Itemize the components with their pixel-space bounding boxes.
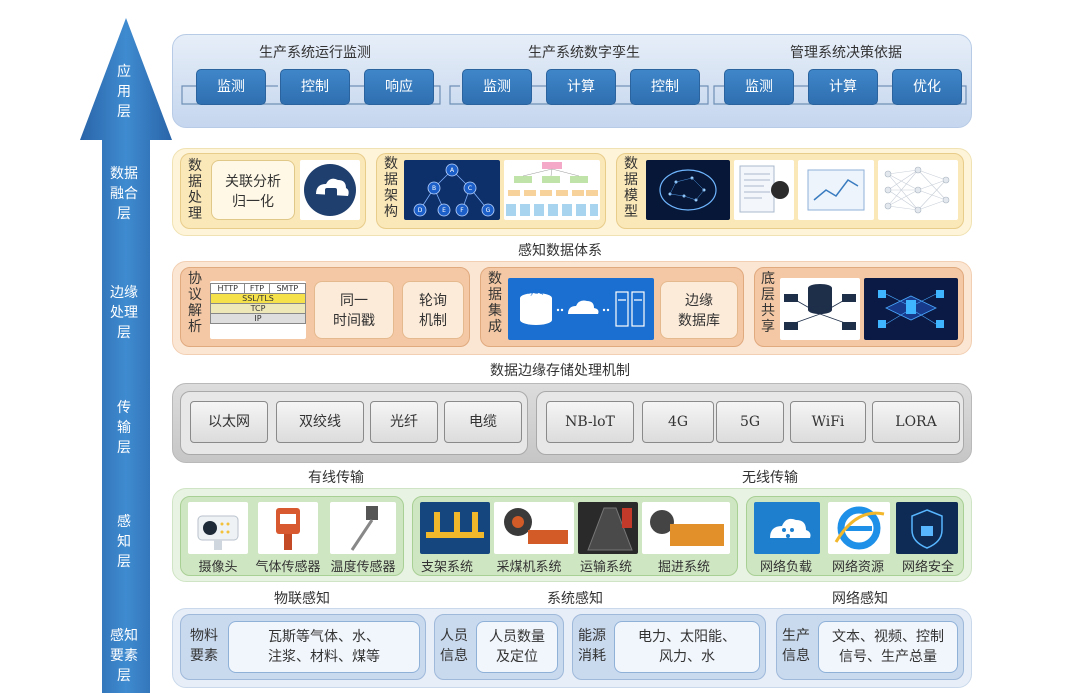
network-resource-label: 网络资源 <box>831 560 884 575</box>
monitor-button[interactable]: 监测 <box>196 69 266 105</box>
protocol-http: HTTP <box>210 283 246 294</box>
camera-label: 摄像头 <box>198 560 238 575</box>
iot-sensing-caption: 物联感知 <box>274 591 330 607</box>
4g-item: 4G <box>642 401 714 443</box>
level-label-edge: 边缘 处理层 <box>110 285 138 341</box>
monitor-button[interactable]: 监测 <box>724 69 794 105</box>
twisted-pair-item: 双绞线 <box>276 401 364 443</box>
protocol-ssl: SSL/TLS <box>210 293 306 304</box>
data-integration-label: 数据集成 <box>488 271 502 335</box>
mysql-cloud-server-image: MySQL <box>508 278 654 340</box>
nb-iot-item: NB-loT <box>546 401 634 443</box>
lora-item: LORA <box>872 401 960 443</box>
tree-node-a: A <box>450 167 455 174</box>
tree-node-e: E <box>442 207 446 214</box>
material-elements-box: 瓦斯等气体、水、 注浆、材料、煤等 <box>228 621 420 673</box>
correlation-normalization-box: 关联分析 归一化 <box>211 160 295 220</box>
cloud-database-icon <box>300 160 360 220</box>
same-timestamp-box: 同一 时间戳 <box>314 281 394 339</box>
tree-node-c: C <box>468 185 472 192</box>
5g-item: 5G <box>716 401 784 443</box>
internet-explorer-icon <box>828 502 890 554</box>
control-button[interactable]: 控制 <box>630 69 700 105</box>
gas-sensor-label: 气体传感器 <box>255 560 321 575</box>
underlying-sharing-label: 底层共享 <box>761 271 775 335</box>
data-model-label: 数据模型 <box>624 156 638 220</box>
material-elements-label: 物料 要素 <box>190 628 218 664</box>
tunneling-system-label: 掘进系统 <box>657 560 710 575</box>
document-model-image <box>734 160 794 220</box>
network-security-label: 网络安全 <box>901 560 954 575</box>
temperature-sensor-label: 温度传感器 <box>330 560 396 575</box>
support-system-label: 支架系统 <box>420 560 473 575</box>
ethernet-item: 以太网 <box>190 401 268 443</box>
tree-structure-image: A B C D E F G <box>404 160 500 220</box>
conveyor-image <box>578 502 638 554</box>
gas-sensor-image <box>258 502 318 554</box>
monitor-button[interactable]: 监测 <box>462 69 532 105</box>
personnel-info-box: 人员数量 及定位 <box>476 621 558 673</box>
protocol-ftp: FTP <box>244 283 270 294</box>
protocol-stack-diagram: HTTP FTP SMTP SSL/TLS TCP IP <box>210 281 306 339</box>
tunneling-machine-image <box>642 502 730 554</box>
network-model-image <box>878 160 958 220</box>
personnel-info-label: 人员 信息 <box>440 628 468 664</box>
level-label-transport: 传输层 <box>117 400 131 456</box>
system-sensing-caption: 系统感知 <box>547 591 603 607</box>
network-load-icon <box>754 502 820 554</box>
app-group-title: 生产系统运行监测 <box>259 45 371 61</box>
compute-button[interactable]: 计算 <box>546 69 616 105</box>
temperature-sensor-image <box>330 502 396 554</box>
level-label-elements: 感知 要素层 <box>110 628 138 684</box>
response-button[interactable]: 响应 <box>364 69 434 105</box>
energy-consumption-label: 能源 消耗 <box>578 628 606 664</box>
level-label-sensing: 感知层 <box>117 514 131 570</box>
optimize-button[interactable]: 优化 <box>892 69 962 105</box>
hierarchy-chart-image <box>504 160 600 220</box>
edge-database-box: 边缘 数据库 <box>660 281 738 339</box>
tree-node-d: D <box>418 207 423 214</box>
isometric-network-image <box>864 278 958 340</box>
polling-mechanism-box: 轮询 机制 <box>402 281 464 339</box>
mysql-label: MySQL <box>524 288 548 296</box>
cable-item: 电缆 <box>444 401 522 443</box>
data-architecture-label: 数据架构 <box>384 156 398 220</box>
energy-consumption-box: 电力、太阳能、 风力、水 <box>614 621 760 673</box>
network-sensing-caption: 网络感知 <box>832 591 888 607</box>
network-security-icon <box>896 502 958 554</box>
protocol-tcp: TCP <box>210 303 306 314</box>
edge-layer-caption: 数据边缘存储处理机制 <box>490 363 630 379</box>
support-system-image <box>420 502 490 554</box>
tree-node-b: B <box>432 185 436 192</box>
chart-model-image <box>798 160 874 220</box>
app-group-title: 生产系统数字孪生 <box>528 45 640 61</box>
control-button[interactable]: 控制 <box>280 69 350 105</box>
compute-button[interactable]: 计算 <box>808 69 878 105</box>
wired-transport-caption: 有线传输 <box>308 470 364 486</box>
optical-fiber-item: 光纤 <box>370 401 438 443</box>
production-info-box: 文本、视频、控制 信号、生产总量 <box>818 621 958 673</box>
network-load-label: 网络负载 <box>759 560 812 575</box>
protocol-parsing-label: 协议解析 <box>188 271 202 335</box>
fusion-layer-caption: 感知数据体系 <box>518 243 602 259</box>
shearer-system-label: 采煤机系统 <box>496 560 562 575</box>
shearer-image <box>494 502 574 554</box>
shared-database-image <box>780 278 860 340</box>
protocol-smtp: SMTP <box>268 283 306 294</box>
data-processing-label: 数据处理 <box>188 158 202 222</box>
transport-system-label: 运输系统 <box>579 560 632 575</box>
app-group-title: 管理系统决策依据 <box>790 45 902 61</box>
camera-image <box>188 502 248 554</box>
level-label-app: 应用层 <box>117 64 131 120</box>
layer-arrow <box>80 18 172 693</box>
protocol-ip: IP <box>210 313 306 324</box>
tree-node-f: F <box>460 207 464 214</box>
wireless-transport-caption: 无线传输 <box>742 470 798 486</box>
neural-brain-image <box>646 160 730 220</box>
production-info-label: 生产 信息 <box>782 628 810 664</box>
tree-node-g: G <box>486 207 491 214</box>
wifi-item: WiFi <box>790 401 866 443</box>
level-label-fusion: 数据 融合层 <box>110 166 138 222</box>
